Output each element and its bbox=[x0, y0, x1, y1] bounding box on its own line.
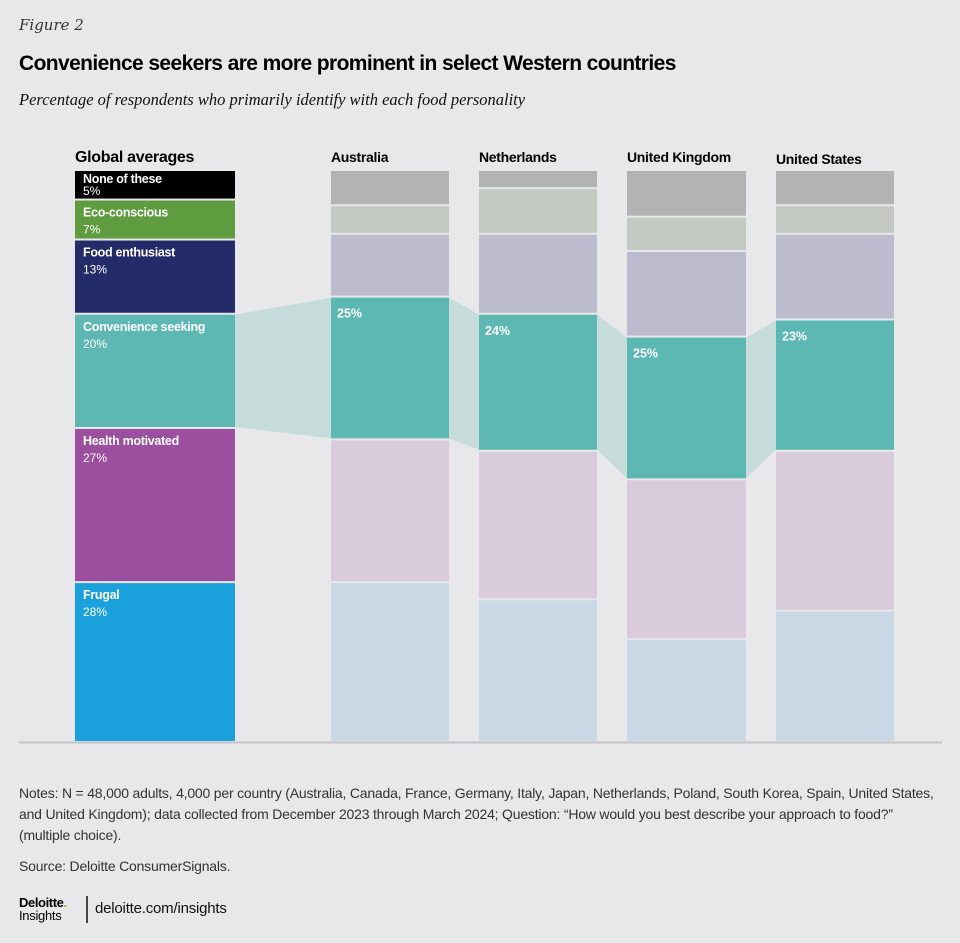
bar-segment-united-states-food-enthusiast bbox=[776, 234, 894, 319]
figure-label: Figure 2 bbox=[19, 16, 84, 34]
bar-segment-united-kingdom-none-of-these bbox=[627, 171, 746, 216]
bar-segment-netherlands-food-enthusiast bbox=[479, 234, 597, 313]
chart-subtitle: Percentage of respondents who primarily … bbox=[19, 90, 526, 109]
bar-columns bbox=[75, 171, 894, 741]
bar-segment-global-averages-none-of-these bbox=[75, 171, 235, 199]
segment-name-food-enthusiast: Food enthusiast bbox=[83, 246, 176, 260]
bar-segment-australia-none-of-these bbox=[331, 171, 449, 205]
segment-name-frugal: Frugal bbox=[83, 588, 119, 602]
bar-segment-united-states-health-motivated bbox=[776, 451, 894, 610]
convenience-value-australia: 25% bbox=[337, 307, 362, 321]
bar-segment-netherlands-health-motivated bbox=[479, 451, 597, 599]
bar-segment-australia-frugal bbox=[331, 583, 449, 741]
segment-name-eco-conscious: Eco-conscious bbox=[83, 206, 168, 220]
chart-title: Convenience seekers are more prominent i… bbox=[19, 52, 676, 75]
bar-segment-netherlands-frugal bbox=[479, 600, 597, 741]
bar-segment-united-states-convenience-seeking bbox=[776, 320, 894, 450]
column-title-australia: Australia bbox=[331, 149, 389, 165]
logo-wordmark: Deloitte bbox=[19, 895, 64, 910]
bar-segment-global-averages-convenience-seeking bbox=[75, 314, 235, 427]
bar-segment-australia-food-enthusiast bbox=[331, 234, 449, 296]
segment-value-none-of-these: 5% bbox=[83, 184, 101, 198]
column-titles: Global averages Australia Netherlands Unite… bbox=[75, 149, 862, 167]
convenience-value-united-kingdom: 25% bbox=[633, 347, 658, 361]
bar-segment-global-averages-frugal bbox=[75, 583, 235, 741]
bar-segment-united-states-frugal bbox=[776, 611, 894, 741]
connector-band-global-averages-to-australia bbox=[235, 297, 331, 439]
convenience-value-netherlands: 24% bbox=[485, 324, 510, 338]
bar-segment-united-kingdom-frugal bbox=[627, 640, 746, 741]
segment-value-health-motivated: 27% bbox=[83, 451, 107, 465]
segment-value-frugal: 28% bbox=[83, 605, 107, 619]
column-title-united-states: United States bbox=[776, 151, 862, 167]
bar-segment-united-kingdom-health-motivated bbox=[627, 480, 746, 639]
insights-wordmark: Insights bbox=[19, 908, 62, 923]
column-title-united-kingdom: United Kingdom bbox=[627, 149, 731, 165]
bar-segment-united-kingdom-convenience-seeking bbox=[627, 337, 746, 479]
bar-segment-australia-health-motivated bbox=[331, 440, 449, 582]
segment-value-eco-conscious: 7% bbox=[83, 223, 101, 237]
bar-segment-united-states-none-of-these bbox=[776, 171, 894, 205]
bar-segment-australia-convenience-seeking bbox=[331, 297, 449, 439]
footer-url-link[interactable]: deloitte.com/insights bbox=[95, 900, 227, 917]
column-title-netherlands: Netherlands bbox=[479, 149, 557, 165]
footer-divider bbox=[86, 896, 88, 923]
bar-segment-global-averages-eco-conscious bbox=[75, 200, 235, 239]
connector-band-united-kingdom-to-united-states bbox=[746, 320, 776, 479]
connector-band-netherlands-to-united-kingdom bbox=[597, 314, 627, 479]
bar-segment-global-averages-health-motivated bbox=[75, 428, 235, 582]
source-text: Source: Deloitte ConsumerSignals. bbox=[19, 858, 231, 874]
segment-value-convenience-seeking: 20% bbox=[83, 337, 107, 351]
bar-segment-global-averages-food-enthusiast bbox=[75, 240, 235, 313]
convenience-value-united-states: 23% bbox=[782, 329, 807, 343]
segment-name-health-motivated: Health motivated bbox=[83, 434, 179, 448]
bar-segment-netherlands-none-of-these bbox=[479, 171, 597, 188]
column-title-global-averages: Global averages bbox=[75, 149, 195, 166]
deloitte-logo: Deloitte. bbox=[19, 895, 67, 910]
bar-segment-netherlands-convenience-seeking bbox=[479, 314, 597, 450]
connector-bands bbox=[235, 297, 776, 479]
bar-segment-netherlands-eco-conscious bbox=[479, 189, 597, 233]
segment-name-convenience-seeking: Convenience seeking bbox=[83, 320, 205, 334]
logo-green-dot: . bbox=[63, 895, 67, 910]
notes-text: Notes: N = 48,000 adults, 4,000 per coun… bbox=[19, 785, 934, 843]
bar-segment-united-kingdom-food-enthusiast bbox=[627, 251, 746, 336]
bar-segment-australia-eco-conscious bbox=[331, 206, 449, 233]
bar-segment-united-states-eco-conscious bbox=[776, 206, 894, 233]
segment-name-none-of-these: None of these bbox=[83, 172, 162, 186]
segment-value-food-enthusiast: 13% bbox=[83, 263, 107, 277]
connector-band-australia-to-netherlands bbox=[449, 297, 479, 450]
bar-segment-united-kingdom-eco-conscious bbox=[627, 217, 746, 250]
